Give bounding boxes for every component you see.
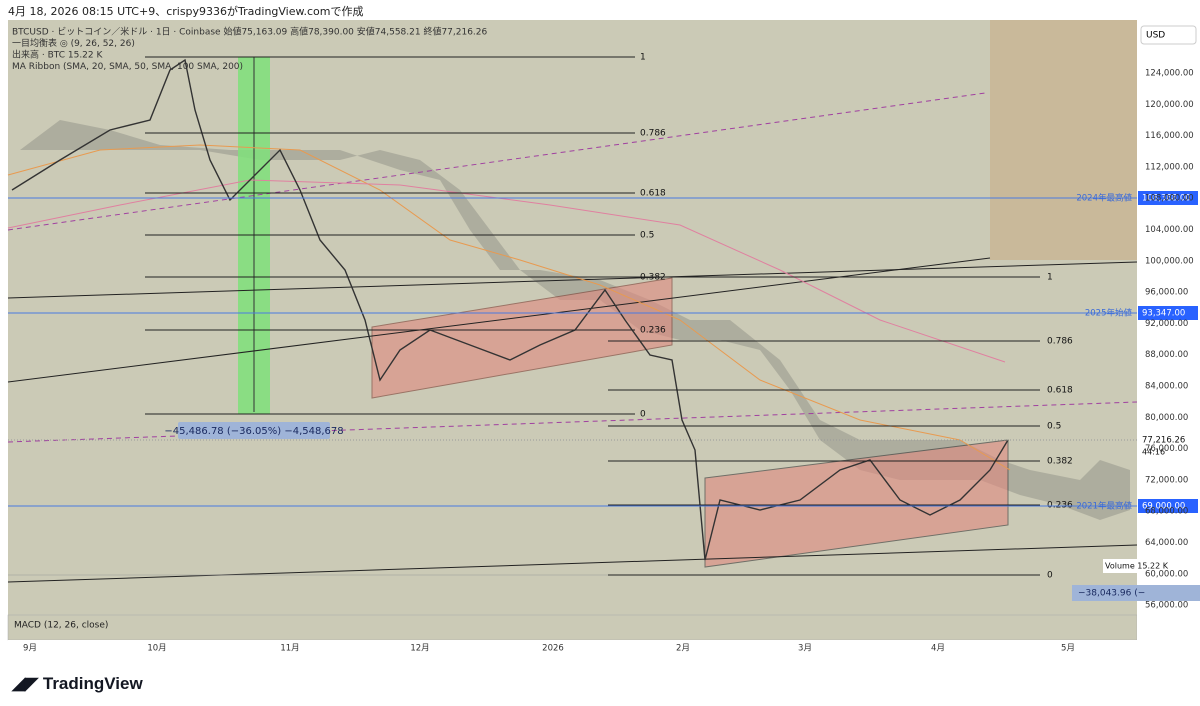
fib-label: 0.786 — [1047, 337, 1073, 347]
parallel-channel — [704, 439, 1009, 568]
price-tag-label: 93,347.00 — [1142, 309, 1185, 319]
price-tick-label: 76,000.00 — [1145, 444, 1188, 454]
trend-line — [7, 544, 1138, 583]
ichimoku-cloud — [20, 120, 1130, 520]
last-price: 77,216.26 — [1142, 436, 1185, 446]
price-tag — [1138, 306, 1198, 320]
change-tag-label: −38,043.96 (− — [1078, 589, 1145, 599]
time-tick-label: 2026 — [542, 644, 564, 654]
last-price-tag — [1138, 433, 1198, 459]
fib-label: 0 — [1047, 571, 1053, 581]
price-tick-label: 116,000.00 — [1145, 131, 1194, 141]
created-note: 4月 18, 2026 08:15 UTC+9、crispy9336がTradi… — [8, 5, 364, 18]
price-tick-label: 92,000.00 — [1145, 319, 1188, 329]
currency-button[interactable] — [1140, 25, 1197, 45]
logo: ◢◤ TradingView — [12, 674, 143, 693]
currency-label: USD — [1146, 31, 1165, 41]
price-tag — [1138, 499, 1198, 513]
volume-tag — [1103, 559, 1137, 573]
brand: TradingView — [42, 674, 143, 693]
volume-tag-label: Volume 15.22 K — [1105, 562, 1169, 571]
price-path — [11, 58, 1009, 561]
time-tick-label: 12月 — [410, 644, 429, 654]
fib-label: 0.236 — [640, 326, 666, 336]
price-tick-label: 72,000.00 — [1145, 475, 1188, 485]
price-tick-label: 108,000.00 — [1145, 194, 1194, 204]
macd-label: MACD (12, 26, close) — [14, 621, 108, 631]
fib-label: 0.618 — [1047, 386, 1073, 396]
trend-line — [7, 261, 1138, 299]
highlight-box — [990, 20, 1137, 260]
trend-line — [7, 92, 986, 231]
price-tick-label: 112,000.00 — [1145, 162, 1194, 172]
fib-label: 1 — [640, 53, 646, 63]
fib-label: 0.786 — [640, 129, 666, 139]
level-label: 2025年始値 — [1085, 308, 1133, 319]
time-tick-label: 2月 — [676, 644, 690, 654]
fib-label: 0.382 — [1047, 457, 1073, 467]
price-tick-label: 88,000.00 — [1145, 350, 1188, 360]
price-tag — [1138, 191, 1198, 205]
fib-label: 0 — [640, 410, 646, 420]
price-tick-label: 96,000.00 — [1145, 288, 1188, 298]
price-tick-label: 104,000.00 — [1145, 225, 1194, 235]
price-tick-label: 124,000.00 — [1145, 69, 1194, 79]
time-tick-label: 11月 — [280, 644, 299, 654]
level-label: 2024年最高値 — [1076, 193, 1132, 204]
trend-line — [7, 257, 991, 383]
legend-line: BTCUSD · ビットコイン／米ドル · 1日 · Coinbase 始値75… — [12, 26, 488, 38]
price-axis — [1137, 20, 1200, 655]
time-tick-label: 9月 — [23, 644, 37, 654]
ma-line — [7, 179, 1006, 363]
price-tag-label: 108,388.00 — [1142, 194, 1191, 204]
price-tick-label: 60,000.00 — [1145, 569, 1188, 579]
legend-line: MA Ribbon (SMA, 20, SMA, 50, SMA, 100 SM… — [12, 62, 243, 72]
time-tick-label: 10月 — [147, 644, 166, 654]
fib-label: 0.5 — [640, 231, 654, 241]
price-tick-label: 64,000.00 — [1145, 538, 1188, 548]
fib-label: 0.618 — [640, 189, 666, 199]
price-tick-label: 84,000.00 — [1145, 382, 1188, 392]
price-tick-label: 68,000.00 — [1145, 507, 1188, 517]
price-tick-label: 100,000.00 — [1145, 256, 1194, 266]
price-tag-label: 69,000.00 — [1142, 502, 1185, 512]
measure-label: −45,486.78 (−36.05%) −4,548,678 — [164, 426, 343, 437]
price-tick-label: 56,000.00 — [1145, 601, 1188, 611]
time-tick-label: 4月 — [931, 644, 945, 654]
time-tick-label: 5月 — [1061, 644, 1075, 654]
time-axis — [8, 640, 1137, 655]
change-tag — [1072, 585, 1200, 601]
countdown: 44:16 — [1142, 448, 1165, 457]
ma-line — [7, 144, 1011, 471]
measure-box — [178, 422, 330, 439]
legend-line: 一目均衡表 ◎ (9, 26, 52, 26) — [12, 37, 135, 49]
macd-pane — [7, 614, 1138, 641]
price-tick-label: 80,000.00 — [1145, 413, 1188, 423]
fib-label: 0.5 — [1047, 422, 1061, 432]
level-label: 2021年最高値 — [1076, 501, 1132, 512]
legend-line: 出来高 · BTC 15.22 K — [12, 49, 103, 61]
fib-label: 1 — [1047, 273, 1053, 283]
time-tick-label: 3月 — [798, 644, 812, 654]
price-tick-label: 120,000.00 — [1145, 100, 1194, 110]
